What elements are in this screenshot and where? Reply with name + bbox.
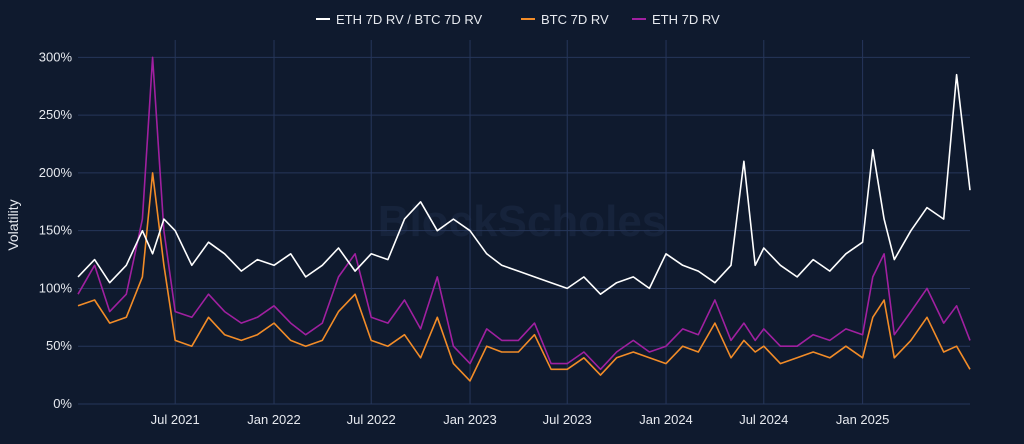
x-tick-label: Jul 2021 [151, 412, 200, 427]
legend-item-btc[interactable]: BTC 7D RV [521, 12, 609, 27]
x-tick-label: Jan 2022 [247, 412, 301, 427]
y-tick-label: 200% [39, 165, 73, 180]
x-tick-label: Jan 2024 [639, 412, 693, 427]
series-line-btc [77, 172, 971, 382]
legend-item-eth[interactable]: ETH 7D RV [632, 12, 720, 27]
y-axis-ticks: 0% 50% 100% 150% 200% 250% 300% [39, 49, 73, 411]
legend-item-ratio[interactable]: ETH 7D RV / BTC 7D RV [316, 12, 482, 27]
watermark-logo: BlockScholes [378, 197, 667, 246]
chart-legend[interactable]: ETH 7D RV / BTC 7D RV BTC 7D RV ETH 7D R… [316, 12, 720, 27]
y-tick-label: 250% [39, 107, 73, 122]
series-line-ratio [77, 73, 971, 296]
legend-label-eth: ETH 7D RV [652, 12, 720, 27]
x-tick-label: Jan 2025 [836, 412, 890, 427]
y-tick-label: 150% [39, 223, 73, 238]
y-tick-label: 300% [39, 49, 73, 64]
x-tick-label: Jul 2024 [739, 412, 788, 427]
series-line-eth [77, 56, 971, 371]
legend-label-ratio: ETH 7D RV / BTC 7D RV [336, 12, 482, 27]
y-tick-label: 0% [53, 396, 72, 411]
y-tick-label: 100% [39, 280, 73, 295]
y-tick-label: 50% [46, 338, 72, 353]
x-axis-ticks: Jul 2021 Jan 2022 Jul 2022 Jan 2023 Jul 2023… [151, 412, 890, 427]
x-tick-label: Jul 2023 [543, 412, 592, 427]
x-tick-label: Jan 2023 [443, 412, 497, 427]
series-layer [77, 56, 971, 382]
y-axis-title: Volatility [5, 199, 21, 250]
legend-label-btc: BTC 7D RV [541, 12, 609, 27]
x-tick-label: Jul 2022 [347, 412, 396, 427]
